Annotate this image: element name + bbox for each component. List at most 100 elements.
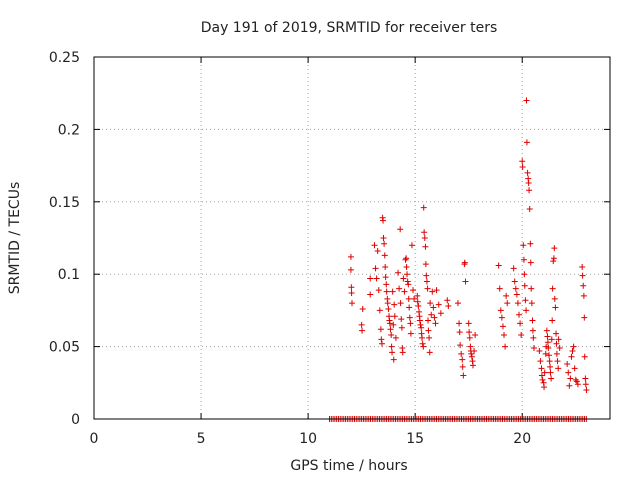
data-point: [399, 349, 406, 356]
x-axis-label: GPS time / hours: [290, 458, 407, 474]
data-point: [367, 275, 374, 282]
data-point: [523, 307, 530, 314]
data-point: [549, 317, 556, 324]
y-tick-label: 0.05: [49, 340, 80, 356]
data-point: [549, 285, 556, 292]
data-point: [542, 350, 549, 357]
data-point: [403, 255, 410, 262]
data-point: [348, 290, 355, 297]
data-point: [513, 291, 520, 298]
data-point: [428, 311, 435, 318]
data-point: [512, 285, 519, 292]
data-point: [404, 271, 411, 278]
data-point: [526, 187, 533, 194]
data-point: [376, 307, 383, 314]
data-point: [583, 387, 590, 394]
data-point: [402, 256, 409, 263]
data-point: [397, 226, 404, 233]
data-point: [581, 314, 588, 321]
data-point: [521, 271, 528, 278]
data-point: [392, 334, 399, 341]
data-point: [420, 204, 427, 211]
y-tick-label: 0.15: [49, 195, 80, 211]
y-tick-label: 0.2: [58, 122, 80, 138]
data-point: [456, 329, 463, 336]
data-point: [408, 242, 415, 249]
data-point: [524, 169, 531, 176]
data-point: [381, 252, 388, 259]
data-point: [519, 158, 526, 165]
data-point: [401, 288, 408, 295]
data-point: [348, 284, 355, 291]
data-point: [349, 300, 355, 307]
data-point: [550, 255, 557, 262]
data-point: [523, 97, 530, 104]
data-point: [426, 334, 433, 341]
data-point: [537, 358, 544, 365]
data-point: [388, 343, 395, 350]
data-point: [374, 248, 381, 255]
data-point: [359, 327, 366, 334]
data-point: [411, 295, 418, 302]
data-point: [398, 324, 405, 331]
data-point: [582, 375, 589, 382]
data-point: [403, 263, 410, 270]
data-point: [406, 304, 413, 311]
data-point: [418, 324, 425, 331]
data-point: [538, 372, 545, 379]
data-point: [570, 343, 577, 350]
data-point: [528, 300, 535, 307]
data-point: [541, 384, 548, 391]
data-point: [423, 272, 430, 279]
data-point: [582, 381, 589, 388]
data-point: [551, 245, 558, 252]
data-point: [459, 356, 466, 363]
data-point: [377, 326, 384, 333]
data-point: [580, 292, 587, 299]
data-point: [378, 340, 385, 347]
data-point: [425, 317, 432, 324]
data-point: [517, 320, 524, 327]
y-tick-label: 0: [71, 412, 80, 428]
data-point: [465, 320, 472, 327]
data-point: [554, 358, 561, 365]
data-point: [421, 229, 428, 236]
data-point: [553, 340, 560, 347]
data-point: [414, 292, 421, 299]
data-point: [407, 320, 414, 327]
axis-ticks: 0 5 10 15 20 0 0.05 0.1 0.15 0.2 0.25: [49, 50, 610, 447]
data-point: [520, 242, 527, 249]
data-point: [579, 263, 586, 270]
data-point: [556, 345, 563, 352]
data-point: [538, 365, 545, 372]
data-point: [372, 265, 379, 272]
data-point: [495, 262, 502, 269]
data-point: [569, 347, 576, 354]
data-point: [398, 316, 405, 323]
data-point: [471, 347, 478, 354]
data-point: [544, 333, 551, 340]
data-point: [580, 282, 587, 289]
data-point: [523, 139, 530, 146]
data-point: [545, 345, 552, 352]
data-point: [385, 305, 392, 312]
data-point: [431, 314, 438, 321]
data-point: [425, 327, 432, 334]
x-tick-label: 5: [197, 431, 206, 447]
data-point: [574, 381, 581, 388]
data-point: [378, 336, 385, 343]
data-point: [510, 265, 517, 272]
data-point: [527, 259, 534, 266]
data-point: [384, 300, 391, 307]
data-point: [497, 307, 504, 314]
data-point: [503, 292, 510, 299]
data-point: [437, 310, 444, 317]
data-point: [390, 321, 397, 328]
data-point: [498, 314, 505, 321]
x-tick-label: 10: [299, 431, 317, 447]
data-point: [525, 179, 532, 186]
data-point: [548, 375, 555, 382]
data-point: [539, 376, 546, 383]
x-tick-label: 15: [406, 431, 424, 447]
